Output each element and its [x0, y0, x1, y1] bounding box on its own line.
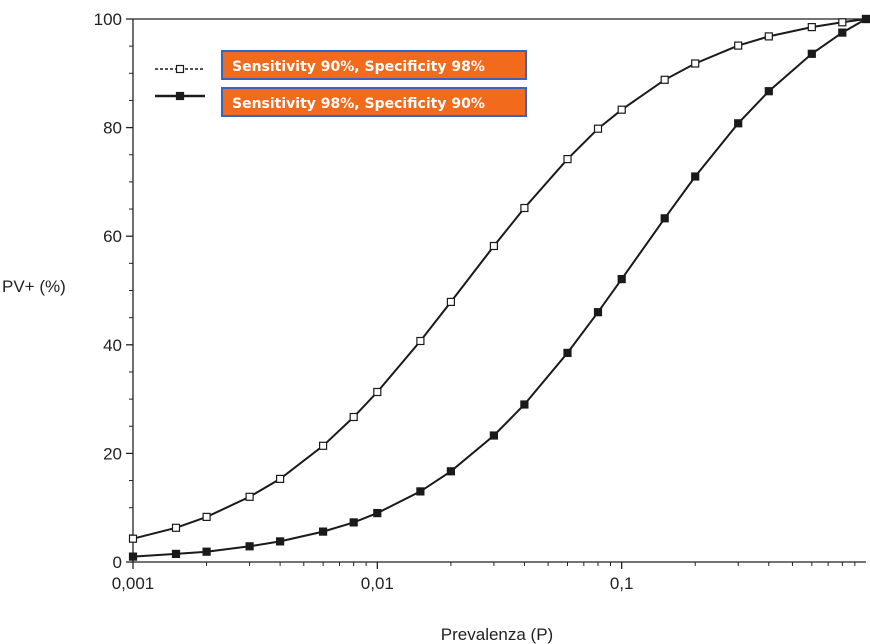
data-point-open-square — [691, 59, 700, 68]
data-point-filled-square — [764, 87, 773, 96]
data-point-open-square — [734, 41, 743, 50]
data-point-open-square — [563, 155, 572, 164]
legend-marker-open-square — [175, 64, 185, 74]
data-point-filled-square — [691, 172, 700, 181]
data-point-filled-square — [349, 518, 358, 527]
data-point-filled-square — [245, 542, 254, 551]
data-point-open-square — [520, 203, 529, 213]
y-tick-label: 60 — [103, 227, 122, 246]
data-point-open-square — [128, 534, 138, 543]
series-line-2 — [132, 18, 867, 558]
legend-label-box-1 — [221, 50, 527, 80]
data-point-open-square — [807, 23, 816, 32]
data-point-filled-square — [489, 431, 498, 440]
data-point-filled-square — [276, 537, 285, 546]
data-point-filled-square — [807, 49, 816, 58]
data-point-filled-square — [373, 509, 382, 518]
x-tick-label: 0,001 — [112, 574, 155, 593]
data-point-open-square — [319, 441, 328, 450]
x-tick-label: 0,1 — [610, 574, 634, 593]
data-point-filled-square — [593, 308, 603, 317]
legend-label-2: Sensitivity 98%, Specificity 90% — [232, 96, 485, 112]
y-tick-label: 40 — [103, 336, 122, 355]
legend-label-box-2 — [221, 87, 527, 117]
y-axis: 0 20 40 60 80 100 — [94, 10, 133, 572]
data-point-open-square — [349, 412, 358, 422]
data-point-open-square — [276, 474, 285, 483]
data-point-open-square — [489, 241, 498, 251]
y-axis-title: PV+ (%) — [2, 277, 66, 296]
data-point-filled-square — [617, 275, 626, 284]
data-point-open-square — [446, 297, 455, 306]
x-axis: 0,001 0,01 0,1 — [112, 562, 856, 593]
data-point-filled-square — [861, 14, 870, 24]
data-point-filled-square — [446, 467, 455, 476]
series-lines — [132, 18, 867, 558]
data-point-filled-square — [416, 487, 425, 496]
data-point-filled-square — [563, 348, 572, 357]
series-line-1 — [132, 18, 867, 540]
data-point-filled-square — [838, 28, 847, 37]
data-point-open-square — [593, 124, 603, 133]
data-point-filled-square — [660, 214, 669, 223]
x-tick-label: 0,01 — [361, 574, 394, 593]
legend-marker-filled-square — [175, 91, 185, 101]
data-point-filled-square — [128, 552, 138, 561]
x-axis-title: Prevalenza (P) — [441, 625, 553, 644]
data-point-open-square — [764, 32, 773, 41]
y-tick-label: 80 — [103, 119, 122, 138]
data-point-filled-square — [202, 547, 211, 556]
y-tick-label: 0 — [113, 553, 122, 572]
data-point-filled-square — [171, 549, 181, 559]
series-markers — [128, 14, 870, 561]
data-point-filled-square — [734, 119, 743, 128]
data-point-open-square — [660, 75, 669, 84]
y-tick-label: 20 — [103, 444, 122, 463]
legend-label-1: Sensitivity 90%, Specificity 98% — [232, 59, 485, 75]
data-point-open-square — [416, 336, 425, 346]
legend: Sensitivity 90%, Specificity 98% Sensitiv… — [155, 50, 527, 117]
data-point-open-square — [171, 523, 181, 532]
data-point-filled-square — [520, 400, 529, 409]
data-point-open-square — [373, 387, 382, 397]
data-point-open-square — [617, 105, 626, 114]
data-point-filled-square — [319, 527, 328, 536]
data-point-open-square — [245, 492, 254, 501]
data-point-open-square — [838, 18, 847, 27]
data-point-open-square — [202, 512, 211, 522]
y-tick-label: 100 — [94, 10, 122, 29]
